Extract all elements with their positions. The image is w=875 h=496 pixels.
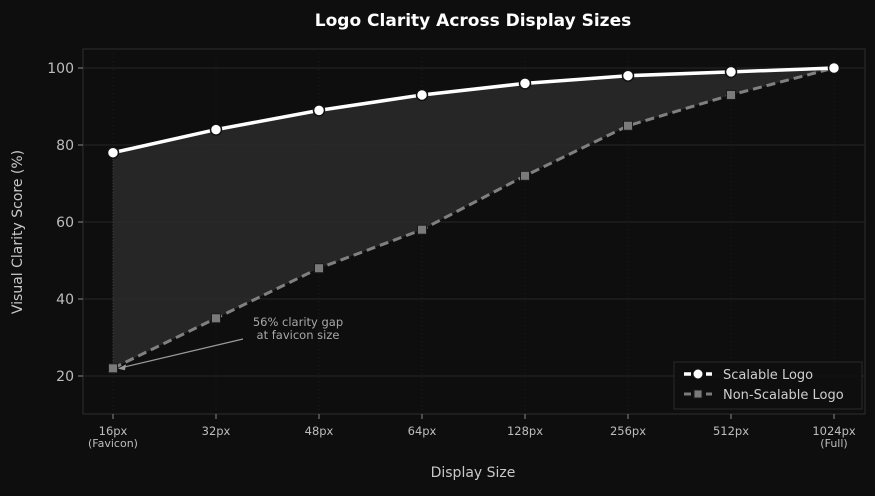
scalable-marker: [827, 61, 841, 75]
y-tick-label: 80: [56, 138, 74, 154]
non-scalable-marker: [623, 120, 633, 131]
annotation-text: at favicon size: [257, 328, 340, 342]
x-tick-label: 48px: [305, 424, 334, 438]
legend-label: Scalable Logo: [723, 368, 813, 383]
x-tick-label: 1024px: [812, 424, 856, 438]
annotation-arrow: [118, 338, 244, 369]
x-tick-label: 256px: [610, 424, 646, 438]
y-tick-label: 40: [56, 292, 74, 308]
x-tick-label: 32px: [202, 424, 231, 438]
non-scalable-marker: [108, 363, 118, 374]
annotation-arrowhead: [118, 364, 126, 371]
x-tick-label: (Full): [820, 437, 847, 450]
scalable-marker: [312, 104, 326, 117]
non-scalable-marker: [211, 313, 221, 324]
scalable-marker: [724, 65, 738, 79]
x-tick-label: (Favicon): [88, 437, 138, 450]
x-axis-label: Display Size: [431, 465, 516, 481]
scalable-marker: [209, 123, 223, 136]
non-scalable-marker: [726, 89, 736, 100]
scalable-line: [112, 66, 835, 155]
legend: Scalable Logo Non-Scalable Logo: [673, 361, 863, 410]
annotation-text: 56% clarity gap: [253, 315, 343, 329]
x-tick-label: 512px: [713, 424, 749, 438]
y-tick-label: 20: [56, 369, 74, 385]
scalable-marker: [106, 146, 120, 159]
non-scalable-marker: [417, 224, 427, 235]
legend-box: [673, 361, 863, 410]
x-tick-label: 64px: [408, 424, 437, 438]
y-tick-label: 100: [47, 61, 74, 77]
y-tick-label: 60: [56, 215, 74, 231]
clarity-gap-fill: [113, 68, 834, 369]
scalable-marker: [415, 88, 429, 102]
plot-area: 20 40 60 80 100 16px(Favicon) 32px 48px 64px 128p…: [47, 48, 866, 450]
x-tick-label: 128px: [507, 424, 543, 438]
scalable-marker: [621, 69, 635, 82]
legend-marker-square: [693, 389, 703, 399]
x-tick-label: 16px: [99, 424, 128, 438]
y-axis-label: Visual Clarity Score (%): [10, 150, 26, 314]
non-scalable-marker: [314, 263, 324, 274]
scalable-marker: [518, 77, 532, 90]
legend-label: Non-Scalable Logo: [723, 388, 844, 403]
chart-title: Logo Clarity Across Display Sizes: [315, 11, 631, 31]
legend-marker-circle: [692, 368, 704, 380]
non-scalable-marker: [520, 170, 530, 181]
non-scalable-line: [112, 66, 835, 370]
